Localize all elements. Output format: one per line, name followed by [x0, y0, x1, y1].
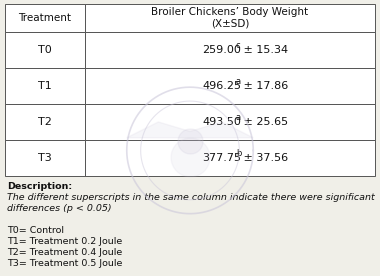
Bar: [5, 32, 85, 68]
Text: T1= Treatment 0.2 Joule: T1= Treatment 0.2 Joule: [7, 237, 122, 246]
Bar: [85, 140, 375, 176]
Text: T1: T1: [38, 81, 52, 91]
Bar: [5, 4, 85, 32]
Text: T2= Treatment 0.4 Joule: T2= Treatment 0.4 Joule: [7, 248, 122, 257]
Bar: [5, 68, 85, 104]
Bar: [5, 140, 85, 176]
Text: Broiler Chickens’ Body Weight: Broiler Chickens’ Body Weight: [152, 7, 309, 17]
Text: Treatment: Treatment: [19, 13, 71, 23]
Bar: [85, 4, 375, 32]
Text: T3: T3: [38, 153, 52, 163]
Text: ± 17.86: ± 17.86: [240, 81, 288, 91]
Text: The different superscripts in the same column indicate there were significant: The different superscripts in the same c…: [7, 193, 375, 202]
Text: ± 37.56: ± 37.56: [240, 153, 288, 163]
Polygon shape: [127, 122, 253, 138]
Text: Description:: Description:: [7, 182, 72, 191]
Bar: [85, 68, 375, 104]
Text: T0= Control: T0= Control: [7, 226, 64, 235]
Text: T3= Treatment 0.5 Joule: T3= Treatment 0.5 Joule: [7, 259, 122, 268]
Text: (X±SD): (X±SD): [211, 19, 249, 29]
Text: ± 25.65: ± 25.65: [240, 117, 288, 127]
Bar: [5, 104, 85, 140]
Bar: [85, 104, 375, 140]
Text: a: a: [236, 113, 241, 121]
Text: 493.50: 493.50: [202, 117, 241, 127]
Text: T2: T2: [38, 117, 52, 127]
Text: 496.25: 496.25: [202, 81, 241, 91]
Text: 377.75: 377.75: [202, 153, 241, 163]
Text: T0: T0: [38, 45, 52, 55]
Text: differences (p < 0.05): differences (p < 0.05): [7, 204, 112, 213]
Text: a: a: [236, 76, 241, 86]
Text: c: c: [236, 41, 241, 49]
Text: 259.00: 259.00: [202, 45, 241, 55]
Text: ± 15.34: ± 15.34: [240, 45, 288, 55]
Bar: [85, 32, 375, 68]
Text: b: b: [236, 148, 241, 158]
